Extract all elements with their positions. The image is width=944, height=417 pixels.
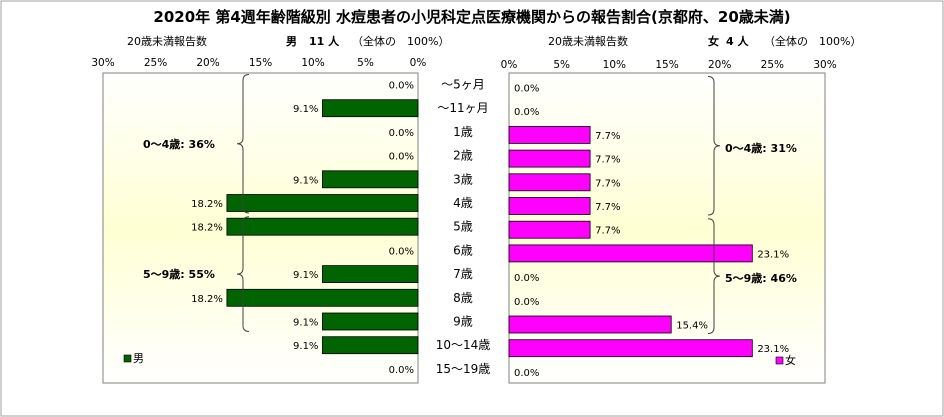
female-tick-label: 5% <box>553 59 570 71</box>
female-bar <box>508 173 591 192</box>
female-count: 4 人 <box>726 34 749 48</box>
female-value-label: 23.1% <box>757 249 789 260</box>
male-value-label: 9.1% <box>293 175 318 186</box>
male-value-label: 18.2% <box>191 294 223 305</box>
male-group-bracket <box>236 74 250 214</box>
category-label: 6歳 <box>453 243 473 257</box>
male-value-label: 0.0% <box>389 128 414 139</box>
female-value-label: 0.0% <box>514 297 539 308</box>
male-bar <box>322 265 419 284</box>
male-tick-label: 30% <box>91 57 114 69</box>
female-group-bracket <box>707 218 721 334</box>
female-bar <box>508 220 591 239</box>
male-legend-swatch <box>123 354 132 363</box>
category-label: 9歳 <box>453 315 473 329</box>
male-tick-label: 10% <box>301 57 324 69</box>
female-value-label: 0.0% <box>514 107 539 118</box>
female-bar <box>508 126 591 144</box>
male-value-label: 0.0% <box>389 365 414 376</box>
category-label: 7歳 <box>453 267 473 281</box>
female-value-label: 7.7% <box>595 202 620 213</box>
male-tick-label: 5% <box>357 57 374 69</box>
category-label: 8歳 <box>453 291 473 305</box>
female-value-label: 7.7% <box>595 131 620 142</box>
female-tick-label: 10% <box>603 59 626 71</box>
female-bar <box>508 339 753 358</box>
male-tick-label: 0% <box>410 57 427 69</box>
male-bar <box>322 99 419 118</box>
male-total: （全体の 100%） <box>352 34 449 48</box>
category-label: 5歳 <box>453 220 473 234</box>
male-group-label: 5～9歳: 55% <box>143 267 215 281</box>
male-legend-label: 男 <box>133 352 144 365</box>
female-tick-label: 15% <box>655 59 678 71</box>
male-value-label: 9.1% <box>293 270 318 281</box>
male-value-label: 9.1% <box>293 318 318 329</box>
male-value-label: 9.1% <box>293 104 318 115</box>
female-value-label: 23.1% <box>757 344 789 355</box>
female-tick-label: 30% <box>813 59 836 71</box>
male-bar <box>226 194 419 212</box>
female-heading: 女 <box>708 34 719 48</box>
female-value-label: 7.7% <box>595 155 620 166</box>
female-value-label: 0.0% <box>514 273 539 284</box>
male-value-label: 18.2% <box>191 223 223 234</box>
female-axis-title: 20歳未満報告数 <box>548 35 628 48</box>
category-label: 2歳 <box>453 149 473 163</box>
female-bar <box>508 315 672 334</box>
chart-title: 2020年 第4週年齢階級別 水痘患者の小児科定点医療機関からの報告割合(京都府… <box>153 8 790 26</box>
female-tick-label: 25% <box>761 59 784 71</box>
category-label: 1歳 <box>453 125 473 139</box>
category-label: 4歳 <box>453 196 473 210</box>
category-label: ～5ヶ月 <box>441 78 485 92</box>
category-label: 3歳 <box>453 172 473 186</box>
female-bar <box>508 244 753 263</box>
female-value-label: 0.0% <box>514 84 539 95</box>
male-value-label: 0.0% <box>389 81 414 92</box>
male-value-label: 0.0% <box>389 246 414 257</box>
female-group-label: 0～4歳: 31% <box>725 141 797 155</box>
female-value-label: 0.0% <box>514 368 539 379</box>
male-tick-label: 25% <box>144 57 167 69</box>
male-value-label: 9.1% <box>293 341 318 352</box>
female-group-bracket <box>707 76 721 216</box>
female-tick-label: 20% <box>708 59 731 71</box>
male-bar <box>322 312 419 331</box>
male-value-label: 0.0% <box>389 152 414 163</box>
male-heading: 男 <box>286 35 297 48</box>
female-value-label: 7.7% <box>595 178 620 189</box>
male-group-bracket <box>236 216 250 332</box>
male-tick-label: 15% <box>249 57 272 69</box>
female-bar <box>508 197 591 215</box>
male-group-label: 0～4歳: 36% <box>143 137 215 151</box>
male-count: 11 人 <box>309 34 340 48</box>
female-value-label: 7.7% <box>595 226 620 237</box>
male-bar <box>322 170 419 189</box>
female-tick-label: 0% <box>501 59 518 71</box>
female-total: （全体の 100%） <box>764 34 861 48</box>
male-bar <box>226 288 419 307</box>
category-label: 10～14歳 <box>436 338 491 352</box>
male-bar <box>226 217 419 236</box>
female-legend-label: 女 <box>785 353 796 367</box>
female-bar <box>508 149 591 168</box>
female-group-label: 5～9歳: 46% <box>725 271 797 285</box>
male-value-label: 18.2% <box>191 199 223 210</box>
category-label: 15～19歳 <box>436 362 491 376</box>
male-axis-title: 20歳未満報告数 <box>127 35 207 48</box>
category-label: ～11ヶ月 <box>437 101 488 115</box>
male-tick-label: 20% <box>196 57 219 69</box>
female-value-label: 15.4% <box>676 321 708 332</box>
female-legend-swatch <box>775 356 784 365</box>
male-bar <box>322 336 419 355</box>
